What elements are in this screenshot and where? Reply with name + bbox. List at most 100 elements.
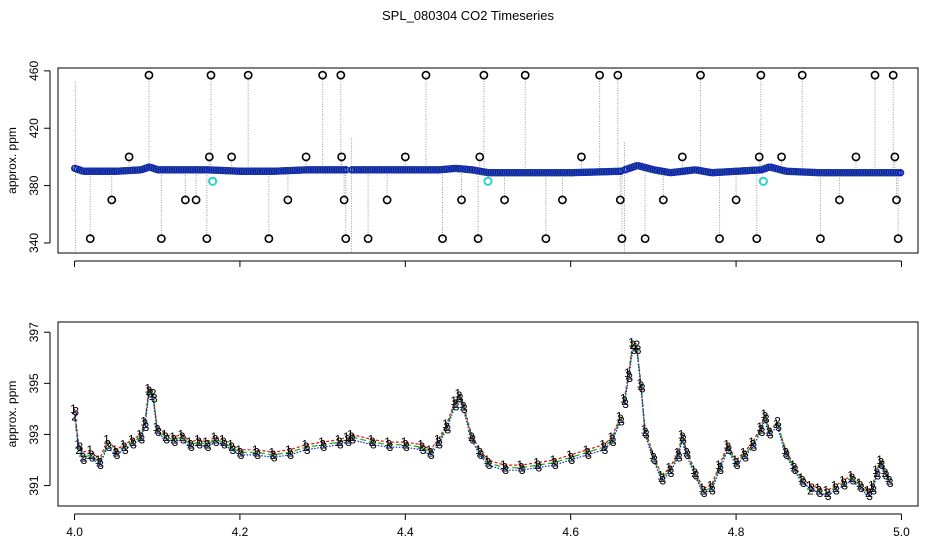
series-symbol-1: 1: [620, 392, 627, 406]
series-symbol-2: 2: [621, 394, 628, 408]
series-symbol-2: 2: [634, 338, 641, 352]
series-symbol-2: 2: [369, 435, 376, 449]
series-symbol-1: 1: [384, 435, 391, 449]
series-symbol-2: 2: [443, 420, 450, 434]
series-symbol-1: 1: [872, 463, 879, 477]
series-symbol-3: 3: [105, 440, 112, 454]
series-symbol-3: 3: [180, 433, 187, 447]
series-symbol-2: 2: [782, 445, 789, 459]
series-symbol-3: 3: [163, 433, 170, 447]
x-tick-label: 4.4: [397, 525, 414, 539]
series-symbol-3: 3: [205, 440, 212, 454]
series-symbol-2: 2: [204, 438, 211, 452]
series-symbol-2: 2: [336, 435, 343, 449]
spike-marker: [677, 152, 687, 162]
series-symbol-3: 3: [469, 433, 476, 447]
series-symbol-3: 3: [701, 486, 708, 500]
series-symbol-3: 3: [639, 381, 646, 395]
spike-marker: [835, 195, 844, 205]
series-symbol-3: 3: [622, 397, 629, 411]
series-symbol-2: 2: [807, 484, 814, 498]
y-tick-label: 397: [27, 322, 41, 342]
spike-marker: [204, 152, 214, 162]
series-symbol-1: 1: [822, 484, 829, 498]
series-symbol-2: 2: [791, 461, 798, 475]
series-symbol-3: 3: [337, 438, 344, 452]
y-tick-label: 380: [27, 175, 41, 195]
series-symbol-3: 3: [775, 420, 782, 434]
spike-marker: [615, 195, 625, 205]
series-symbol-3: 3: [387, 440, 394, 454]
series-symbol-2: 2: [195, 435, 202, 449]
series-symbol-1: 1: [723, 438, 730, 452]
series-symbol-3: 3: [155, 425, 162, 439]
series-symbol-2: 2: [629, 338, 636, 352]
series-symbol-1: 1: [78, 445, 85, 459]
series-symbol-1: 1: [136, 427, 143, 441]
spike-marker: [318, 70, 328, 80]
series-symbol-1: 1: [194, 433, 201, 447]
spike-marker: [264, 234, 274, 244]
series-symbol-3: 3: [825, 489, 832, 503]
series-symbol-3: 3: [643, 427, 650, 441]
series-symbol-3: 3: [693, 468, 700, 482]
series-symbol-1: 1: [500, 458, 507, 472]
y-axis-label: approx. ppm: [5, 381, 19, 448]
series-symbol-2: 2: [96, 456, 103, 470]
series-symbol-1: 1: [864, 484, 871, 498]
y-tick-label: 393: [27, 424, 41, 444]
series-symbol-1: 1: [111, 443, 118, 457]
series-symbol-2: 2: [840, 476, 847, 490]
spike-marker: [520, 70, 530, 80]
spike-marker: [640, 234, 650, 244]
series-symbol-1: 1: [533, 456, 540, 470]
spike-marker: [617, 234, 627, 244]
series-symbol-3: 3: [349, 433, 356, 447]
cyan-marker: [208, 176, 218, 186]
series-symbol-1: 1: [459, 397, 466, 411]
series-symbol-2: 2: [129, 435, 136, 449]
series-symbol-2: 2: [567, 450, 574, 464]
series-symbol-3: 3: [759, 425, 766, 439]
series-symbol-2: 2: [170, 433, 177, 447]
series-symbol-2: 2: [344, 433, 351, 447]
series-symbol-3: 3: [866, 489, 873, 503]
series-symbol-2: 2: [658, 471, 665, 485]
series-symbol-3: 3: [585, 448, 592, 462]
series-symbol-1: 1: [847, 468, 854, 482]
series-symbol-1: 1: [715, 458, 722, 472]
series-symbol-2: 2: [452, 397, 459, 411]
series-symbol-2: 2: [886, 473, 893, 487]
series-symbol-2: 2: [141, 417, 148, 431]
series-symbol-1: 1: [583, 443, 590, 457]
series-symbol-1: 1: [219, 433, 226, 447]
spike-marker: [890, 152, 900, 162]
series-symbol-3: 3: [345, 435, 352, 449]
series-symbol-2: 2: [774, 415, 781, 429]
series-symbol-2: 2: [88, 448, 95, 462]
series-symbol-3: 3: [726, 443, 733, 457]
series-symbol-3: 3: [213, 435, 220, 449]
series-symbol-3: 3: [635, 343, 642, 357]
spike-marker: [438, 234, 447, 244]
series-symbol-3: 3: [370, 438, 377, 452]
series-symbol-2: 2: [237, 445, 244, 459]
series-symbol-1: 1: [678, 427, 685, 441]
series-symbol-3: 3: [784, 448, 791, 462]
series-symbol-3: 3: [188, 440, 195, 454]
series-symbol-3: 3: [461, 402, 468, 416]
series-symbol-2: 2: [762, 410, 769, 424]
spike-marker: [382, 195, 392, 205]
spike-marker: [777, 152, 786, 162]
series-symbol-1: 1: [550, 453, 557, 467]
series-symbol-2: 2: [79, 450, 86, 464]
series-symbol-3: 3: [858, 481, 865, 495]
series-symbol-3: 3: [89, 450, 96, 464]
spike-marker: [870, 70, 880, 80]
series-symbol-1: 1: [876, 453, 883, 467]
series-symbol-1: 1: [177, 427, 184, 441]
series-symbol-2: 2: [691, 466, 698, 480]
cyan-marker: [483, 176, 493, 186]
spike-marker: [797, 70, 807, 80]
series-symbol-3: 3: [841, 479, 848, 493]
